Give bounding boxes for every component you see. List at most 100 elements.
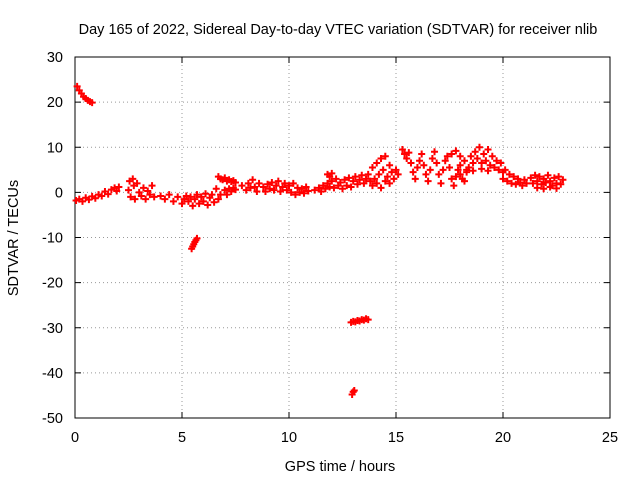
data-point bbox=[381, 152, 389, 160]
data-point bbox=[91, 194, 99, 202]
data-point bbox=[78, 197, 86, 205]
data-point bbox=[113, 187, 121, 195]
data-point bbox=[157, 192, 165, 200]
data-point bbox=[350, 386, 358, 394]
data-point bbox=[533, 177, 541, 185]
data-point bbox=[373, 179, 381, 187]
data-point bbox=[448, 150, 456, 158]
data-point bbox=[544, 171, 552, 179]
data-point bbox=[276, 187, 284, 195]
data-point bbox=[377, 184, 385, 192]
data-point bbox=[505, 170, 513, 178]
data-point bbox=[360, 179, 368, 187]
data-point bbox=[512, 180, 520, 188]
data-point bbox=[268, 178, 276, 186]
data-point bbox=[471, 148, 479, 156]
data-point bbox=[428, 155, 436, 163]
data-point bbox=[527, 174, 535, 182]
data-point bbox=[386, 179, 394, 187]
data-point bbox=[214, 195, 222, 203]
data-point bbox=[135, 188, 143, 196]
data-point bbox=[535, 173, 543, 181]
data-point bbox=[403, 155, 411, 163]
data-point bbox=[456, 152, 464, 160]
data-point bbox=[383, 173, 391, 181]
data-point bbox=[401, 150, 409, 158]
data-point bbox=[202, 190, 210, 198]
data-point bbox=[328, 169, 336, 177]
data-point bbox=[270, 186, 278, 194]
data-point bbox=[362, 175, 370, 183]
y-axis-label: SDTVAR / TECUs bbox=[6, 180, 22, 296]
data-point bbox=[433, 159, 441, 167]
data-point bbox=[559, 176, 567, 184]
data-point bbox=[289, 179, 297, 187]
data-point bbox=[266, 185, 274, 193]
data-point bbox=[497, 159, 505, 167]
data-point bbox=[546, 183, 554, 191]
data-point bbox=[443, 152, 451, 160]
data-point bbox=[499, 175, 507, 183]
data-point bbox=[538, 180, 546, 188]
data-point bbox=[253, 187, 261, 195]
data-point bbox=[232, 178, 239, 186]
data-point bbox=[133, 179, 141, 187]
data-point bbox=[174, 193, 182, 201]
data-point bbox=[463, 166, 471, 174]
axis-ticks: 0 5 10 15 20 25 30 20 10 0 -10 -20 -30 -40 -50 bbox=[42, 50, 618, 446]
data-point bbox=[197, 193, 205, 201]
x-tick-label: 5 bbox=[178, 430, 186, 446]
data-point bbox=[349, 177, 357, 185]
data-point bbox=[187, 193, 195, 201]
x-tick-label: 20 bbox=[495, 430, 511, 446]
data-point bbox=[540, 185, 548, 193]
data-point bbox=[418, 150, 426, 158]
data-point bbox=[98, 192, 106, 200]
data-point bbox=[249, 176, 257, 184]
data-point bbox=[394, 170, 402, 178]
y-tick-label: -10 bbox=[42, 231, 63, 247]
data-point bbox=[501, 166, 509, 174]
data-point bbox=[514, 175, 522, 183]
data-point bbox=[510, 173, 518, 181]
data-point bbox=[411, 175, 419, 183]
data-point bbox=[529, 179, 537, 187]
data-point bbox=[426, 166, 434, 174]
data-point bbox=[439, 166, 447, 174]
data-point bbox=[232, 186, 239, 194]
chart-title: Day 165 of 2022, Sidereal Day-to-day VTE… bbox=[79, 22, 598, 38]
data-point bbox=[191, 195, 199, 203]
data-point bbox=[279, 183, 287, 191]
data-point bbox=[454, 166, 462, 174]
data-point bbox=[553, 184, 560, 192]
data-point bbox=[242, 186, 250, 194]
data-point bbox=[467, 152, 475, 160]
data-point bbox=[345, 174, 353, 182]
data-point bbox=[217, 191, 225, 199]
data-point bbox=[495, 166, 503, 174]
data-point bbox=[238, 182, 246, 190]
data-point bbox=[469, 167, 477, 175]
data-point bbox=[456, 170, 464, 178]
data-point bbox=[127, 193, 135, 201]
data-point bbox=[272, 182, 280, 190]
data-point bbox=[381, 177, 389, 185]
data-point bbox=[298, 185, 306, 193]
data-point bbox=[88, 99, 96, 107]
data-point bbox=[475, 143, 483, 151]
data-point bbox=[300, 189, 308, 197]
data-point bbox=[347, 183, 355, 191]
y-tick-label: 20 bbox=[47, 95, 63, 111]
data-point bbox=[204, 201, 212, 209]
data-point bbox=[375, 170, 383, 178]
data-point bbox=[379, 166, 387, 174]
data-point bbox=[533, 184, 541, 192]
data-point bbox=[390, 175, 398, 183]
data-point bbox=[264, 180, 272, 188]
data-point bbox=[259, 183, 267, 191]
x-tick-label: 10 bbox=[281, 430, 297, 446]
data-point bbox=[178, 200, 186, 208]
data-point bbox=[478, 165, 486, 173]
data-point bbox=[330, 184, 338, 192]
data-point bbox=[446, 164, 453, 172]
